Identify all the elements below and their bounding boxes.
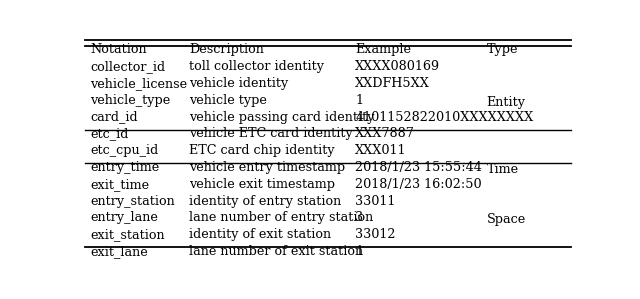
Text: entry_lane: entry_lane [90,211,158,224]
Text: identity of exit station: identity of exit station [189,228,332,241]
Text: vehicle_license: vehicle_license [90,77,187,90]
Text: Description: Description [189,43,264,56]
Text: XXXX080169: XXXX080169 [355,60,440,73]
Text: exit_time: exit_time [90,178,149,191]
Text: exit_station: exit_station [90,228,164,241]
Text: vehicle_type: vehicle_type [90,94,170,107]
Text: 2018/1/23 16:02:50: 2018/1/23 16:02:50 [355,178,482,191]
Text: 4101152822010XXXXXXXX: 4101152822010XXXXXXXX [355,111,534,123]
Text: vehicle exit timestamp: vehicle exit timestamp [189,178,335,191]
Text: collector_id: collector_id [90,60,165,73]
Text: vehicle type: vehicle type [189,94,267,107]
Text: identity of entry station: identity of entry station [189,195,341,208]
Text: vehicle passing card identity: vehicle passing card identity [189,111,374,123]
Text: XXX011: XXX011 [355,144,407,157]
Text: lane number of entry station: lane number of entry station [189,211,373,224]
Text: XXDFH5XX: XXDFH5XX [355,77,430,90]
Text: vehicle identity: vehicle identity [189,77,289,90]
Text: 33012: 33012 [355,228,396,241]
Text: vehicle ETC card identity: vehicle ETC card identity [189,127,353,141]
Text: Space: Space [486,213,526,226]
Text: 2018/1/23 15:55:44: 2018/1/23 15:55:44 [355,161,482,174]
Text: 1: 1 [355,94,364,107]
Text: vehicle entry timestamp: vehicle entry timestamp [189,161,345,174]
Text: 1: 1 [355,245,364,258]
Text: card_id: card_id [90,111,138,123]
Text: ETC card chip identity: ETC card chip identity [189,144,335,157]
Text: entry_time: entry_time [90,161,159,174]
Text: etc_cpu_id: etc_cpu_id [90,144,158,157]
Text: Notation: Notation [90,43,147,56]
Text: etc_id: etc_id [90,127,128,141]
Text: Entity: Entity [486,96,525,109]
Text: Time: Time [486,163,519,176]
Text: 3: 3 [355,211,364,224]
Text: entry_station: entry_station [90,195,175,208]
Text: Example: Example [355,43,412,56]
Text: XXX7887: XXX7887 [355,127,415,141]
Text: Type: Type [486,43,518,56]
Text: lane number of exit station: lane number of exit station [189,245,364,258]
Text: exit_lane: exit_lane [90,245,148,258]
Text: 33011: 33011 [355,195,396,208]
Text: toll collector identity: toll collector identity [189,60,324,73]
